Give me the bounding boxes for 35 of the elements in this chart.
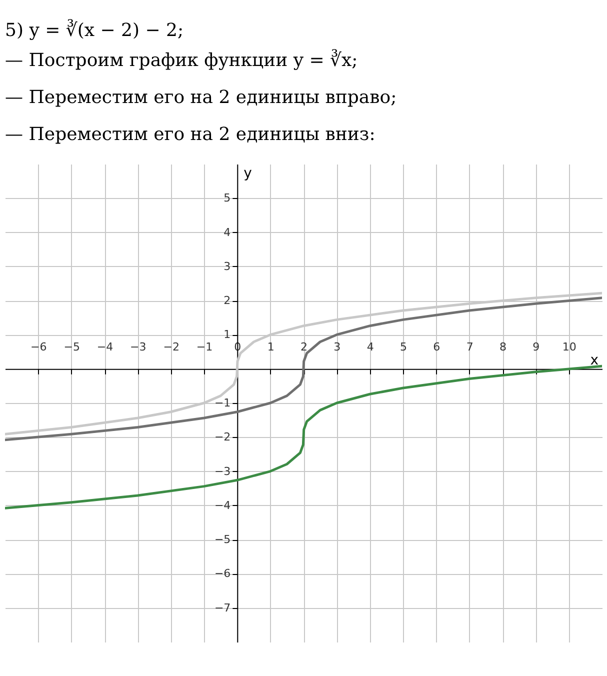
x-tick-label: 5 [400, 340, 407, 354]
x-tick-label: −2 [163, 340, 180, 354]
x-tick-label: 6 [433, 340, 440, 354]
chart-title: 5) y = ∛(x − 2) − 2; [5, 19, 184, 41]
y-tick-label: 2 [224, 294, 231, 308]
x-tick-label: −1 [196, 340, 213, 354]
x-tick-label: 1 [267, 340, 274, 354]
x-tick-label: 7 [466, 340, 474, 354]
x-tick-label: −5 [64, 340, 80, 354]
x-tick-label: 8 [500, 340, 506, 354]
text: — Переместим его на 2 единицы вправо; [5, 87, 397, 108]
x-tick-label: −3 [130, 340, 146, 354]
y-tick-label: −2 [214, 430, 231, 444]
text: — Переместим его на 2 единицы вниз: [5, 124, 376, 145]
y-axis-title: y [244, 166, 252, 182]
y-tick-label: −7 [214, 601, 231, 614]
x-tick-label: 2 [300, 340, 308, 354]
y-tick-label: 1 [224, 328, 231, 342]
x-tick-label: −6 [30, 340, 47, 354]
y-tick-label: 5 [224, 192, 231, 205]
y-tick-label: 3 [224, 260, 231, 273]
x-tick-label: 4 [366, 340, 374, 354]
x-tick-label: 10 [562, 340, 576, 354]
y-tick-label: −4 [214, 498, 231, 512]
y-tick-label: −6 [214, 567, 231, 580]
x-tick-label: −4 [96, 340, 114, 354]
x-tick-label: 3 [334, 340, 341, 354]
y-tick-label: −1 [214, 396, 231, 410]
text: — Построим график функции y = ∛x; [5, 49, 358, 71]
line-series [5, 364, 602, 510]
y-tick-label: −3 [214, 464, 231, 478]
x-axis-title: x [590, 352, 598, 368]
y-tick-label: −5 [214, 533, 231, 546]
x-tick-label: 9 [532, 340, 540, 354]
y-tick-label: 4 [224, 226, 231, 239]
